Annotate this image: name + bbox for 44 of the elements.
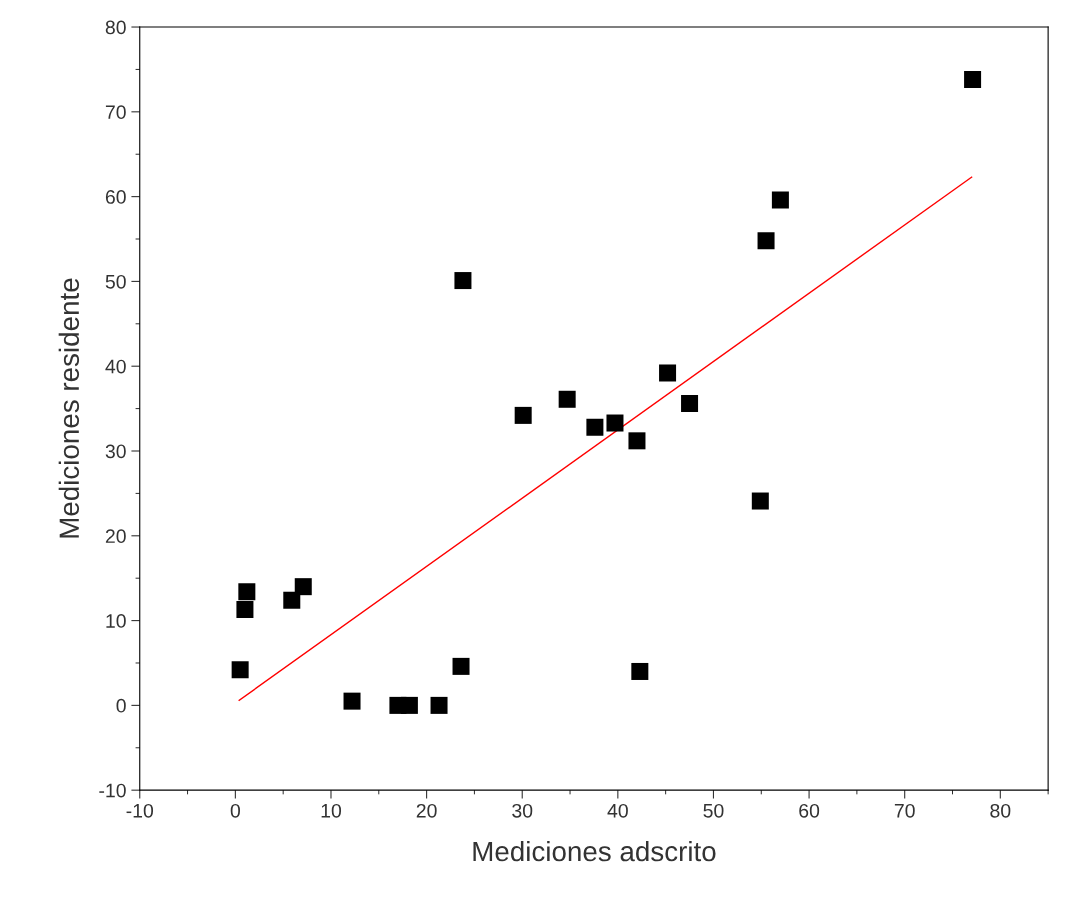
x-tick-label: 60 (799, 803, 820, 818)
x-tick-label: 40 (607, 803, 628, 818)
point (514, 406, 532, 424)
y-tick-label: 40 (105, 359, 126, 374)
point (586, 418, 604, 436)
point (757, 232, 775, 250)
point (343, 692, 361, 710)
x-tick-label: 70 (894, 803, 915, 818)
y-tick-label: 70 (105, 105, 126, 120)
x-tick-label: 10 (321, 803, 342, 818)
x-tick-label: 30 (512, 803, 533, 818)
y-tick-label: -10 (99, 783, 126, 798)
point (452, 657, 470, 675)
point (558, 390, 576, 408)
point (751, 492, 769, 510)
point (231, 661, 249, 679)
x-axis-title: Mediciones adscrito (473, 840, 716, 862)
x-tick-label: 0 (230, 803, 241, 818)
y-axis-title: Mediciones residente (58, 278, 80, 538)
y-tick-label: 0 (116, 698, 126, 713)
point (681, 395, 699, 413)
x-tick-label: 20 (416, 803, 437, 818)
point (659, 364, 677, 382)
point (400, 696, 418, 714)
y-tick-label: 20 (105, 529, 126, 544)
point (631, 662, 649, 680)
y-tick-label: 10 (106, 614, 126, 628)
y-tick-label: 60 (105, 190, 126, 204)
y-tick-label: 80 (105, 20, 126, 35)
x-tick-label: 80 (990, 803, 1011, 818)
point (236, 601, 254, 619)
point (430, 696, 448, 714)
y-tick-label: 30 (105, 444, 126, 459)
x-tick-label: 50 (703, 803, 724, 818)
point (283, 591, 301, 609)
x-tick-label: -10 (126, 803, 154, 818)
y-tick-label: 50 (105, 274, 126, 289)
point (294, 578, 312, 596)
point (454, 272, 472, 290)
point (628, 432, 646, 450)
point (964, 71, 982, 89)
point (606, 414, 624, 432)
point (238, 583, 256, 601)
point (771, 191, 789, 209)
